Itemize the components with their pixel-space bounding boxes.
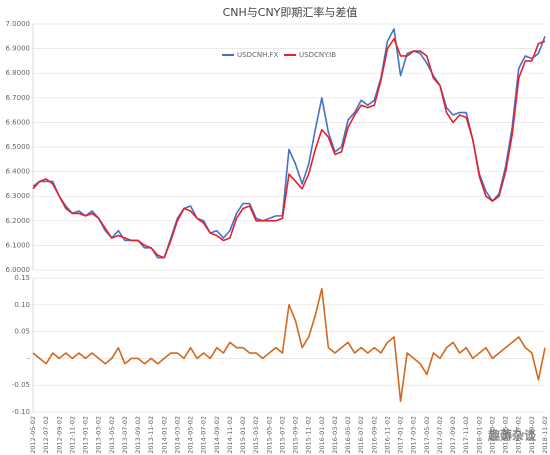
series-line <box>32 287 546 403</box>
x-tick-label: 2013-03-02 <box>95 416 103 454</box>
x-tick-label: 2017-07-02 <box>436 416 444 454</box>
y-tick-label: 6.0000 <box>6 266 31 274</box>
x-tick-label: 2015-05-02 <box>265 416 273 454</box>
x-tick-label: 2017-05-02 <box>423 416 431 454</box>
y-tick-label: 6.8000 <box>6 69 31 77</box>
y-tick-label: 6.7000 <box>6 94 31 102</box>
x-tick-label: 2014-03-02 <box>173 416 181 454</box>
y-tick-label: 6.3000 <box>6 192 31 200</box>
x-tick-label: 2015-01-02 <box>239 416 247 454</box>
y-tick-label: 6.4000 <box>6 168 31 176</box>
chart-title: CNH与CNY即期汇率与差值 <box>223 5 358 19</box>
x-tick-label: 2017-03-02 <box>410 416 418 454</box>
x-tick-label: 2014-01-02 <box>160 416 168 454</box>
x-tick-label: 2018-07-02 <box>515 416 523 454</box>
x-tick-label: 2018-01-02 <box>475 416 483 454</box>
y-tick-label: 6.2000 <box>6 217 31 225</box>
y-tick-label: 7.0000 <box>6 20 31 28</box>
legend-label: USDCNY.IB <box>299 51 336 59</box>
x-tick-label: 2013-07-02 <box>121 416 129 454</box>
y-tick-label: -0.10 <box>12 408 30 416</box>
watermark: 趣薅杂谈 <box>487 428 537 443</box>
x-tick-label: 2015-03-02 <box>252 416 260 454</box>
x-tick-label: 2013-05-02 <box>108 416 116 454</box>
x-tick-label: 2013-09-02 <box>134 416 142 454</box>
x-tick-label: 2013-01-02 <box>82 416 90 454</box>
y-tick-label: - <box>27 354 30 362</box>
series-line <box>32 37 546 259</box>
x-tick-label: 2018-11-02 <box>541 416 549 454</box>
y-tick-label: 6.9000 <box>6 45 31 53</box>
x-tick-label: 2012-11-02 <box>68 416 76 454</box>
x-tick-label: 2012-09-02 <box>55 416 63 454</box>
x-tick-label: 2016-11-02 <box>383 416 391 454</box>
x-tick-label: 2014-05-02 <box>187 416 195 454</box>
x-tick-label: 2015-11-02 <box>305 416 313 454</box>
x-tick-label: 2017-09-02 <box>449 416 457 454</box>
x-tick-label: 2017-11-02 <box>462 416 470 454</box>
x-tick-label: 2016-09-02 <box>370 416 378 454</box>
x-tick-label: 2014-09-02 <box>213 416 221 454</box>
x-tick-label: 2014-11-02 <box>226 416 234 454</box>
x-tick-label: 2018-03-02 <box>488 416 496 454</box>
x-tick-label: 2018-09-02 <box>528 416 536 454</box>
y-tick-label: 0.05 <box>14 328 30 336</box>
y-tick-label: 6.6000 <box>6 118 31 126</box>
x-tick-label: 2015-09-02 <box>292 416 300 454</box>
x-tick-label: 2012-07-02 <box>42 416 50 454</box>
y-tick-label: -0.05 <box>12 381 30 389</box>
x-tick-label: 2012-05-02 <box>29 416 37 454</box>
x-tick-label: 2016-05-02 <box>344 416 352 454</box>
y-tick-label: 0.15 <box>14 274 30 282</box>
x-tick-label: 2014-07-02 <box>200 416 208 454</box>
x-tick-label: 2018-05-02 <box>502 416 510 454</box>
legend-label: USDCNH.FX <box>237 51 278 59</box>
y-tick-label: 6.5000 <box>6 143 31 151</box>
x-tick-label: 2016-07-02 <box>357 416 365 454</box>
y-tick-label: 0.10 <box>14 301 30 309</box>
x-tick-label: 2015-07-02 <box>278 416 286 454</box>
x-tick-label: 2013-11-02 <box>147 416 155 454</box>
x-tick-label: 2016-03-02 <box>331 416 339 454</box>
x-tick-label: 2016-01-02 <box>318 416 326 454</box>
y-tick-label: 6.1000 <box>6 241 31 249</box>
x-tick-label: 2017-01-02 <box>397 416 405 454</box>
series-line <box>32 28 546 259</box>
